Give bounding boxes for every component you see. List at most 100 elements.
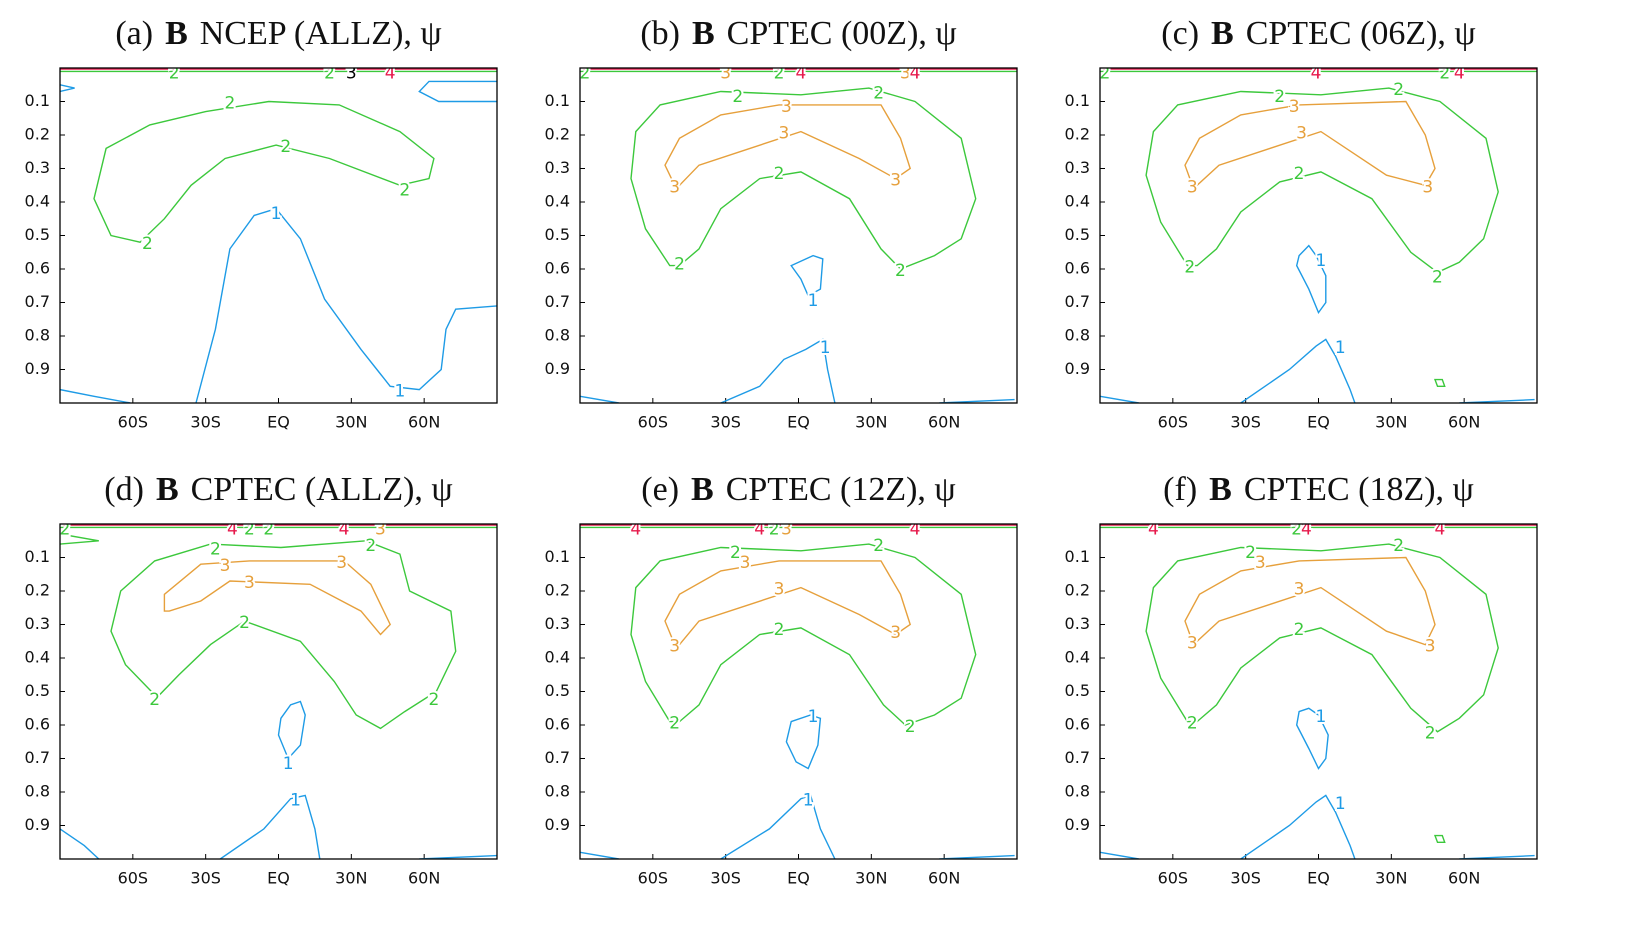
x-tick-label: 30S [190,869,221,888]
contour-line [60,84,75,93]
contour-label: 4 [385,63,396,83]
contour-line [60,828,100,859]
contour-line [1433,834,1446,843]
y-tick-label: 0.4 [545,192,570,211]
contour-label: 4 [630,519,641,539]
contour-label: 2 [674,254,685,274]
y-tick-label: 0.5 [545,681,570,700]
panel-title: (d) B CPTEC (ALLZ), ψ [104,471,452,508]
contour-line [93,100,435,243]
contour-label: 4 [910,63,921,83]
x-tick-label: 60S [118,413,149,432]
contour-label: 4 [754,519,765,539]
x-tick-label: EQ [787,413,810,432]
x-tick-label: 30S [190,413,221,432]
contour-line [1100,395,1139,403]
contour-line [1433,378,1446,387]
plot-frame [59,523,498,860]
contour-label: 4 [1454,63,1465,83]
contour-line [418,80,497,103]
y-tick-label: 0.8 [545,782,570,801]
contour-label: 1 [808,291,819,311]
y-tick-label: 0.2 [545,125,570,144]
contour-label: 2 [1393,80,1404,100]
x-tick-label: 30N [855,869,887,888]
contour-line [1184,100,1436,187]
contour-label: 3 [781,519,792,539]
panel: (a) B NCEP (ALLZ), ψ 0.1 0.2 0.3 0.4 0.5 0.6 0.7 0… [25,15,498,432]
contour-label: 2 [1294,620,1305,640]
x-tick-label: 60S [1158,869,1189,888]
contour-label: 4 [227,519,238,539]
y-tick-label: 0.8 [1065,326,1090,345]
contour-line [163,560,392,636]
panel-title: (e) B CPTEC (12Z), ψ [641,471,955,508]
x-tick-label: 30S [1230,413,1261,432]
contour-label: 2 [142,234,153,254]
contour-line [790,254,824,297]
contour-line [60,388,131,403]
panel: (f) B CPTEC (18Z), ψ 0.1 0.2 0.3 0.4 0.5 0.6 0.7 0… [1065,471,1538,888]
y-tick-label: 0.7 [1065,292,1090,311]
contour-label: 3 [1294,580,1305,600]
y-tick-label: 0.2 [1065,581,1090,600]
y-tick-label: 0.8 [25,782,50,801]
contour-label: 2 [730,543,741,563]
contour-label: 2 [732,87,743,107]
title-text: CPTEC (12Z), ψ [726,471,956,508]
x-tick-label: 60N [408,869,440,888]
x-tick-label: 60N [1448,869,1480,888]
contour-line [219,794,321,859]
contour-label: 2 [149,690,160,710]
title-text: CPTEC (06Z), ψ [1246,15,1476,52]
contour-label: 4 [1434,519,1445,539]
title-label: (b) [640,15,680,52]
contour-label: 1 [1335,338,1346,358]
contour-label: 3 [336,553,347,573]
contour-label: 3 [669,637,680,657]
y-tick-label: 0.1 [545,547,570,566]
contour-label: 3 [220,556,231,576]
y-tick-label: 0.7 [545,748,570,767]
y-tick-label: 0.7 [545,292,570,311]
title-label: (e) [641,471,679,508]
y-tick-label: 0.9 [545,815,570,834]
contour-label: 2 [774,164,785,184]
contour-label: 3 [1425,637,1436,657]
contour-label: 3 [1422,177,1433,197]
contour-label: 3 [900,63,911,83]
contour-label: 2 [1432,268,1443,288]
contour-label: 3 [1255,553,1266,573]
contour-label: 1 [394,382,405,402]
contour-line [110,540,457,730]
contour-label: 1 [271,204,282,224]
panel-title: (b) B CPTEC (00Z), ψ [640,15,956,52]
contour-line [1145,543,1499,733]
y-tick-label: 0.3 [25,614,50,633]
panel-title: (f) B CPTEC (18Z), ψ [1163,471,1474,508]
x-tick-label: 30N [335,869,367,888]
contour-label: 4 [1148,519,1159,539]
contour-label: 2 [774,620,785,640]
x-tick-label: EQ [267,413,290,432]
x-tick-label: 60N [928,869,960,888]
contour-label: 4 [1301,519,1312,539]
y-tick-label: 0.1 [545,91,570,110]
contour-label: 2 [873,536,884,556]
y-tick-label: 0.5 [1065,225,1090,244]
contour-label: 2 [428,690,439,710]
y-tick-label: 0.5 [545,225,570,244]
contour-label: 2 [774,63,785,83]
contour-label: 3 [1289,97,1300,117]
y-tick-label: 0.3 [545,614,570,633]
contour-label: 2 [263,519,274,539]
contour-label: 3 [890,623,901,643]
y-tick-label: 0.2 [25,581,50,600]
plot-frame [579,67,1018,404]
title-text: CPTEC (18Z), ψ [1244,471,1474,508]
contour-label: 2 [244,519,255,539]
y-tick-label: 0.6 [545,259,570,278]
